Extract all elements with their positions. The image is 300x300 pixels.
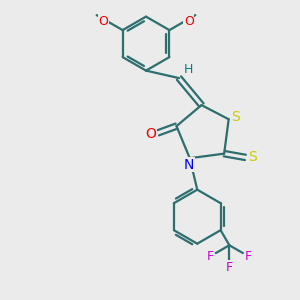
Text: F: F	[206, 250, 214, 263]
Text: H: H	[184, 63, 193, 76]
Text: O: O	[184, 15, 194, 28]
Text: N: N	[184, 158, 194, 172]
Text: O: O	[146, 127, 156, 141]
Text: F: F	[245, 250, 252, 263]
Text: S: S	[231, 110, 240, 124]
Text: F: F	[226, 261, 233, 274]
Text: O: O	[98, 15, 108, 28]
Text: S: S	[248, 150, 256, 164]
